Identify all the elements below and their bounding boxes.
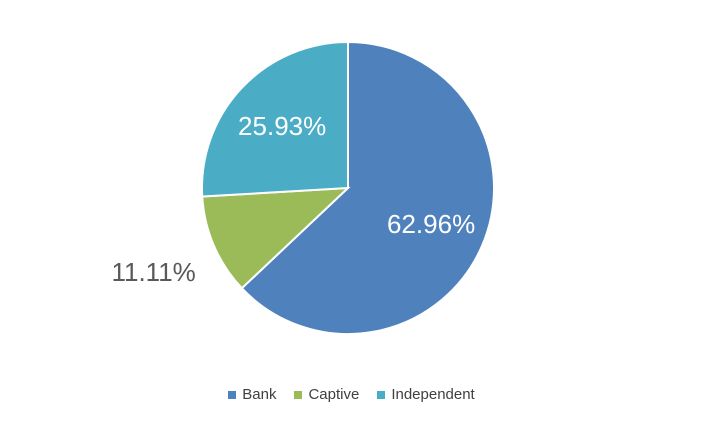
legend-item-independent: Independent	[377, 386, 475, 403]
legend-item-bank: Bank	[228, 386, 276, 403]
data-label-bank: 62.96%	[387, 209, 475, 239]
pie-slice-captive	[201, 186, 351, 290]
legend-label-independent: Independent	[391, 386, 475, 403]
legend-label-bank: Bank	[242, 386, 277, 403]
legend-swatch-captive	[294, 390, 303, 399]
legend: Bank Captive Independent	[0, 386, 703, 403]
pie-slice-independent	[201, 40, 349, 198]
data-label-independent: 25.93%	[238, 111, 326, 141]
pie-slice-bank	[240, 40, 495, 335]
legend-swatch-bank	[228, 390, 237, 399]
data-label-captive: 11.11%	[111, 257, 195, 287]
legend-swatch-independent	[377, 390, 386, 399]
legend-item-captive: Captive	[294, 386, 359, 403]
legend-label-captive: Captive	[308, 386, 360, 403]
